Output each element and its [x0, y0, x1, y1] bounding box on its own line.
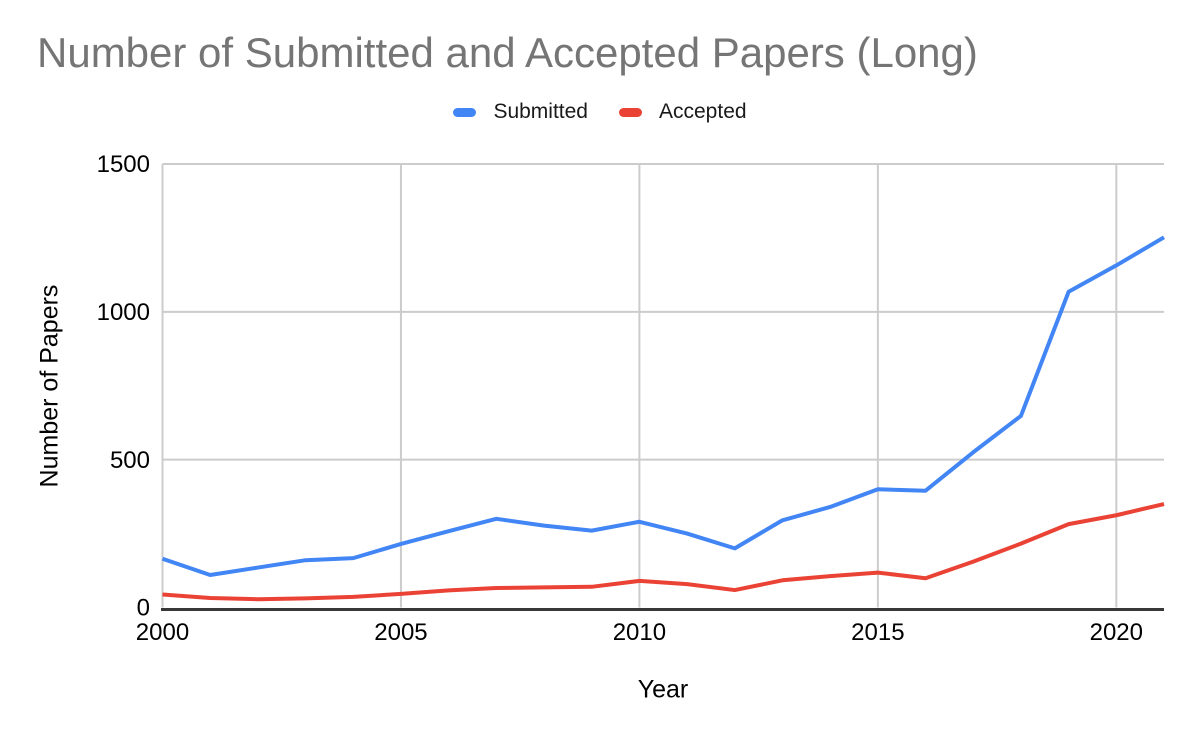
x-tick-label-2005: 2005: [374, 619, 427, 646]
series-line-accepted: [162, 502, 1165, 602]
x-tick-label-2010: 2010: [613, 619, 666, 646]
accepted-series-swatch-icon: [619, 107, 642, 117]
y-tick-label-500: 500: [110, 447, 150, 474]
x-tick-label-2015: 2015: [851, 619, 904, 646]
legend-item-accepted[interactable]: Accepted: [619, 100, 747, 124]
submitted-series-swatch-icon: [453, 107, 477, 117]
legend: Submitted Accepted: [0, 100, 1200, 124]
legend-label-accepted: Accepted: [659, 100, 747, 123]
x-tick-label-2000: 2000: [136, 619, 189, 646]
x-tick-label-2020: 2020: [1090, 619, 1143, 646]
chart-title: Number of Submitted and Accepted Papers …: [37, 29, 978, 76]
y-tick-label-0: 0: [137, 595, 150, 622]
series-line-submitted: [161, 235, 1166, 577]
x-axis-title: Year: [637, 675, 689, 704]
legend-label-submitted: Submitted: [493, 100, 588, 123]
y-tick-label-1500: 1500: [97, 151, 150, 178]
y-tick-label-1000: 1000: [97, 299, 150, 326]
legend-item-submitted[interactable]: Submitted: [453, 100, 588, 124]
